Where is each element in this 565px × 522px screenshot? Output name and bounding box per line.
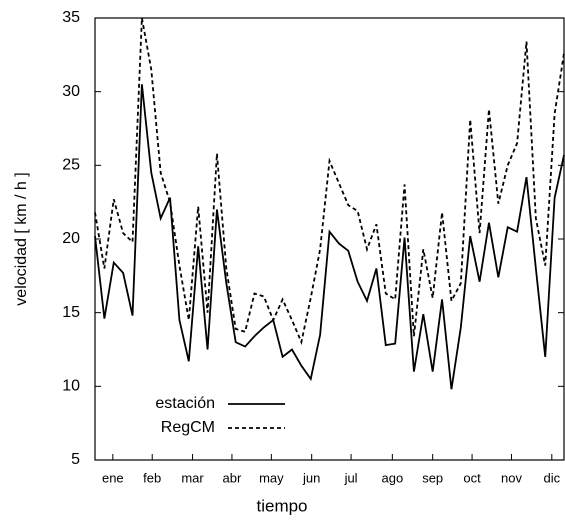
legend-label: RegCM [161,419,215,436]
x-tick-label: ene [102,470,124,485]
y-axis-label: velocidad [ km / h ] [13,172,30,305]
legend-label: estación [155,395,215,412]
y-tick-label: 5 [71,451,80,468]
y-tick-label: 15 [62,304,80,321]
x-tick-label: feb [143,470,161,485]
y-tick-label: 35 [62,9,80,26]
x-tick-label: sep [422,470,443,485]
x-tick-label: jul [344,470,358,485]
x-tick-label: ago [381,470,403,485]
y-tick-label: 25 [62,157,80,174]
x-tick-label: jun [302,470,320,485]
x-tick-label: oct [463,470,481,485]
x-axis-label: tiempo [256,496,307,515]
series-line [94,84,565,390]
y-tick-label: 30 [62,83,80,100]
x-tick-label: dic [543,470,560,485]
x-tick-label: abr [223,470,242,485]
y-tick-label: 20 [62,230,80,247]
series-line [94,17,565,346]
x-tick-label: nov [501,470,522,485]
y-tick-label: 10 [62,378,80,395]
x-tick-label: mar [181,470,204,485]
x-tick-label: may [259,470,284,485]
